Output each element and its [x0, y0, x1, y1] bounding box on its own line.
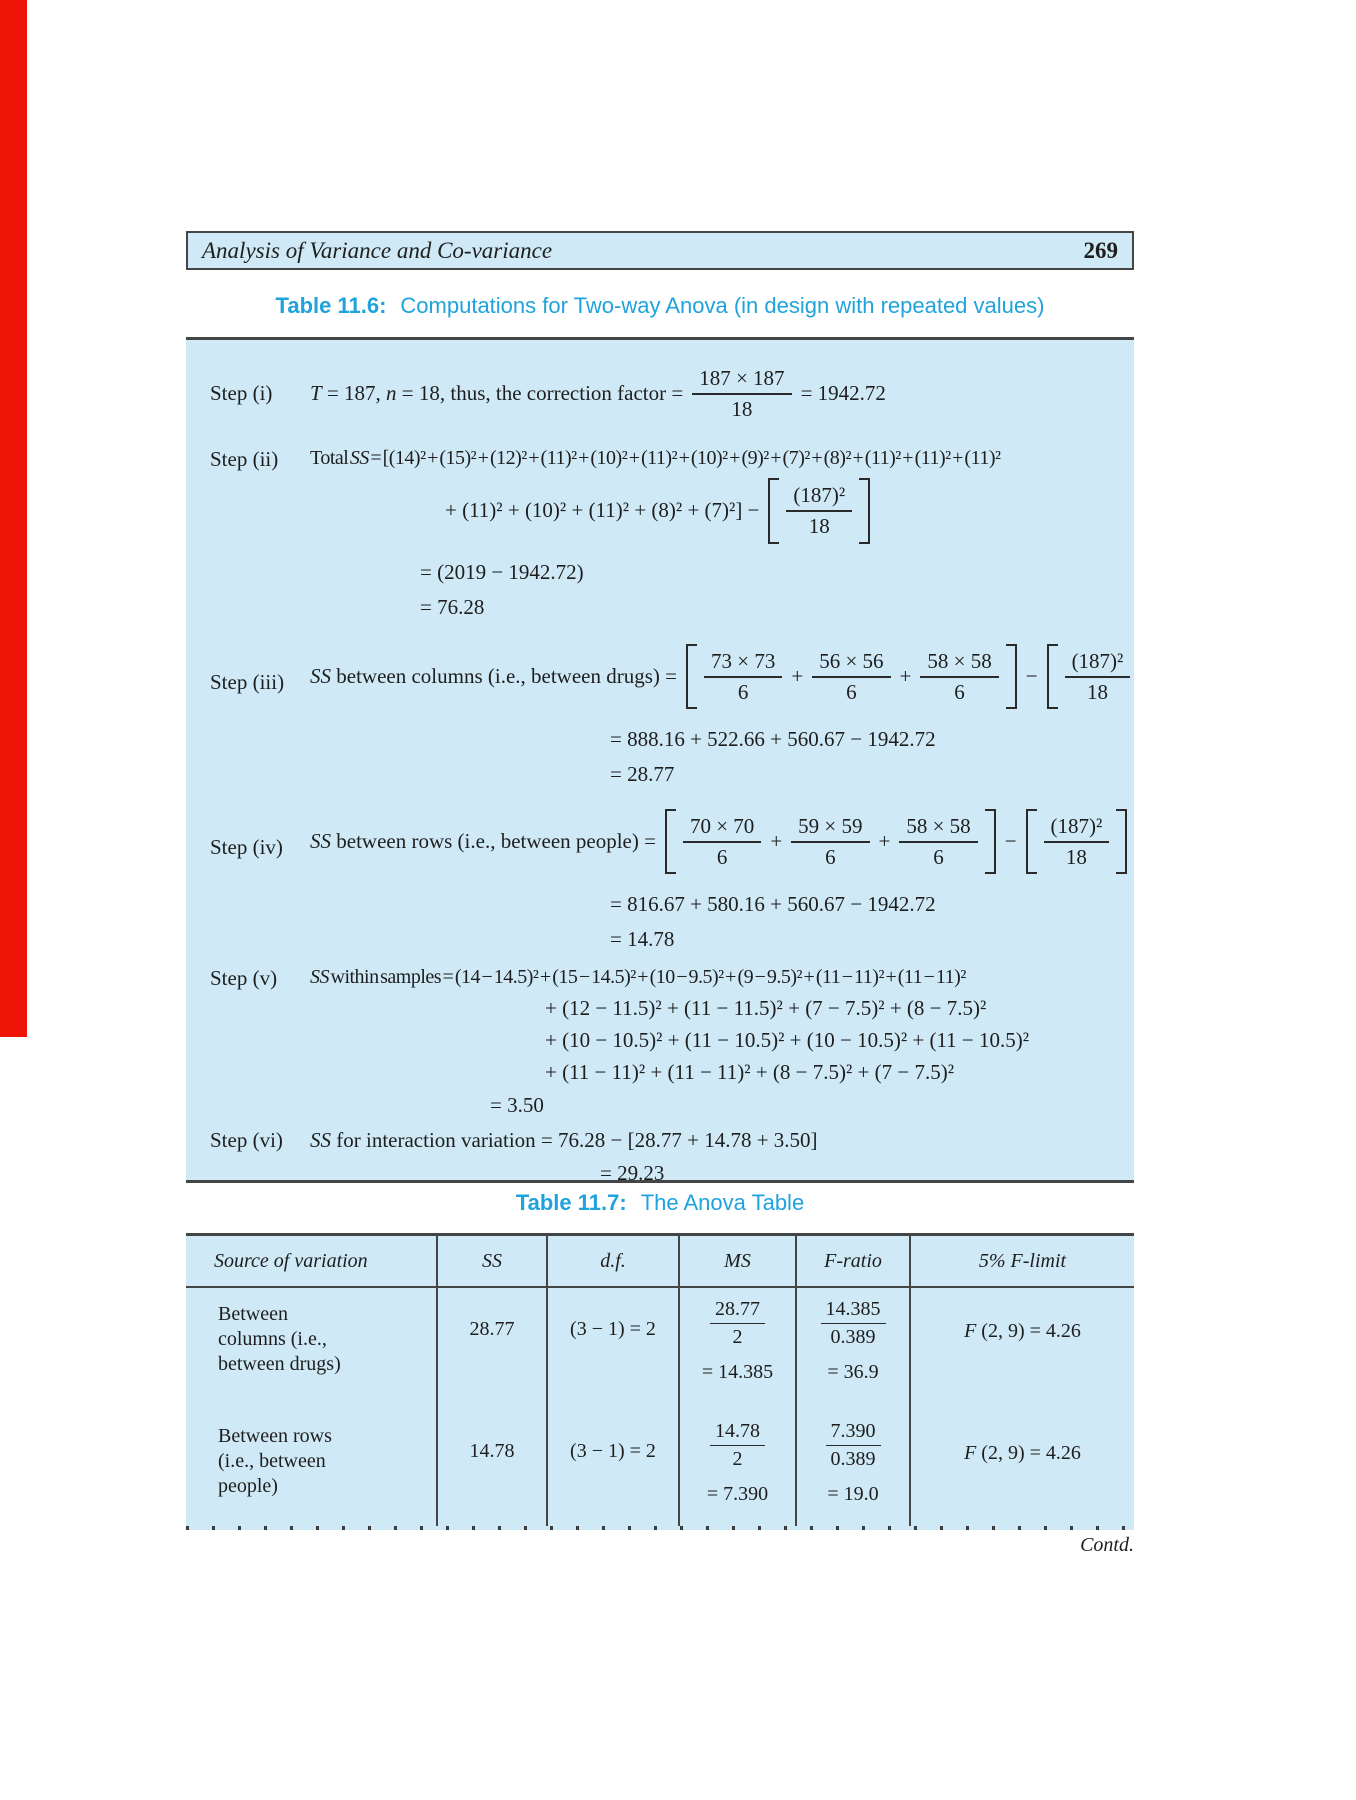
between-rows-bracket: 70 × 70 6 + 59 × 59 6 + 58 × 58 6: [664, 808, 996, 875]
step-i: Step (i) T = 187, n = 18, thus, the corr…: [210, 366, 1124, 421]
table-11-7-caption: Table 11.7: The Anova Table: [186, 1190, 1134, 1216]
right-bracket: [859, 478, 871, 544]
header-df: d.f.: [548, 1236, 680, 1286]
table-11-6-label: Table 11.6:: [275, 293, 387, 318]
ms-cell: 28.77 2 = 14.385: [680, 1288, 797, 1410]
step-iv-equation: SS between rows (i.e., between people) =…: [310, 808, 1128, 875]
left-bracket: [1046, 643, 1058, 709]
df-cell: (3 − 1) = 2: [548, 1288, 680, 1410]
step-i-result: = 1942.72: [800, 381, 886, 406]
source-cell: Between columns (i.e., between drugs): [186, 1288, 438, 1410]
step-ii-line3: = (2019 − 1942.72): [420, 559, 584, 584]
anova-table-header: Source of variation SS d.f. MS F-ratio 5…: [186, 1236, 1134, 1288]
step-ii-label: Step (ii): [210, 447, 279, 472]
right-bracket: [984, 808, 996, 875]
var-n: n: [386, 381, 397, 406]
anova-row-between-rows: Between rows (i.e., between people) 14.7…: [186, 1410, 1134, 1526]
header-ms: MS: [680, 1236, 797, 1286]
ms-result: = 14.385: [701, 1361, 774, 1383]
step-vi: Step (vi) SS for interaction variation =…: [210, 1128, 1124, 1183]
step-ii: Step (ii) Total SS = [(14)² + (15)² + (1…: [210, 447, 1124, 619]
header-f-ratio: F-ratio: [797, 1236, 911, 1286]
step-v-line4: + (11 − 11)² + (11 − 11)² + (8 − 7.5)² +…: [545, 1060, 955, 1085]
step-iv: Step (iv) SS between rows (i.e., between…: [210, 808, 1128, 952]
step-iv-label: Step (iv): [210, 834, 283, 859]
table-11-6-title: Computations for Two-way Anova (in desig…: [400, 293, 1045, 318]
step-i-equation: T = 187, n = 18, thus, the correction fa…: [310, 366, 886, 422]
right-bracket: [1116, 808, 1128, 875]
step-v-label: Step (v): [210, 966, 278, 991]
var-T: T: [310, 381, 322, 406]
step-iii: Step (iii) SS between columns (i.e., bet…: [210, 643, 1131, 787]
ss-cell: 28.77: [438, 1288, 548, 1410]
correction-term-bracket: (187)² 18: [1025, 808, 1128, 875]
step-vi-result: = 29.23: [600, 1161, 665, 1183]
table-11-6-panel: Step (i) T = 187, n = 18, thus, the corr…: [186, 337, 1134, 1183]
between-columns-bracket: 73 × 73 6 + 56 × 56 6 + 58 × 58 6: [686, 643, 1017, 709]
step-iii-equation: SS between columns (i.e., between drugs)…: [310, 643, 1131, 709]
ms-result: = 7.390: [706, 1483, 769, 1505]
df-cell: (3 − 1) = 2: [548, 1410, 680, 1526]
correction-term-bracket: (187)² 18: [768, 478, 871, 544]
step-vi-label: Step (vi): [210, 1128, 283, 1153]
table-11-7-title: The Anova Table: [640, 1190, 805, 1215]
anova-row-between-columns: Between columns (i.e., between drugs) 28…: [186, 1288, 1134, 1410]
table-continuation-dotted-edge: [186, 1526, 1134, 1530]
header-source-of-variation: Source of variation: [186, 1236, 438, 1286]
anova-table: Source of variation SS d.f. MS F-ratio 5…: [186, 1233, 1134, 1530]
correction-factor-fraction: 187 × 187 18: [692, 366, 792, 421]
page-number: 269: [1083, 237, 1119, 263]
left-bracket: [768, 478, 780, 544]
step-v-line1: SS within samples = (14 − 14.5)² + (15 −…: [310, 966, 966, 989]
table-11-7-label: Table 11.7:: [515, 1190, 627, 1215]
right-bracket: [1005, 643, 1017, 709]
step-ii-line2: + (11)² + (10)² + (11)² + (8)² + (7)²] −…: [445, 478, 1124, 544]
step-iii-result2: = 28.77: [610, 761, 675, 786]
f-ratio-result: = 36.9: [827, 1361, 879, 1383]
left-bracket: [664, 808, 676, 875]
step-i-label: Step (i): [210, 381, 273, 406]
step-vi-line1: SS for interaction variation = 76.28 − […: [310, 1128, 818, 1153]
header-f-limit: 5% F-limit: [978, 1249, 1067, 1272]
f-limit-cell: F (2, 9) = 4.26: [964, 1320, 1081, 1342]
f-ratio-cell: 14.385 0.389 = 36.9: [797, 1288, 911, 1410]
step-iii-result1: = 888.16 + 522.66 + 560.67 − 1942.72: [610, 726, 936, 751]
step-iv-result2: = 14.78: [610, 927, 675, 952]
left-bracket: [686, 643, 697, 709]
ms-cell: 14.78 2 = 7.390: [680, 1410, 797, 1526]
step-v-line3: + (10 − 10.5)² + (11 − 10.5)² + (10 − 10…: [545, 1028, 1030, 1053]
book-edge-stripe: [0, 0, 27, 1037]
source-cell: Between rows (i.e., between people): [186, 1410, 438, 1526]
continued-marker: Contd.: [1080, 1534, 1134, 1556]
table-11-6-caption: Table 11.6: Computations for Two-way Anov…: [186, 293, 1134, 319]
step-v: Step (v) SS within samples = (14 − 14.5)…: [210, 966, 1124, 1118]
left-bracket: [1025, 808, 1037, 875]
step-ii-line1: Total SS = [(14)² + (15)² + (12)² + (11)…: [310, 447, 1001, 470]
running-header: Analysis of Variance and Co-variance 269: [186, 231, 1134, 270]
step-v-result: = 3.50: [490, 1093, 544, 1118]
ss-cell: 14.78: [438, 1410, 548, 1526]
f-ratio-result: = 19.0: [827, 1483, 879, 1505]
step-v-line2: + (12 − 11.5)² + (11 − 11.5)² + (7 − 7.5…: [545, 996, 987, 1021]
f-limit-cell: F (2, 9) = 4.26: [964, 1442, 1081, 1464]
step-ii-line4: = 76.28: [420, 594, 485, 619]
f-ratio-cell: 7.390 0.389 = 19.0: [797, 1410, 911, 1526]
chapter-title: Analysis of Variance and Co-variance: [202, 237, 553, 263]
step-iii-label: Step (iii): [210, 669, 285, 694]
correction-term-bracket: (187)² 18: [1046, 643, 1134, 709]
step-iv-result1: = 816.67 + 580.16 + 560.67 − 1942.72: [610, 892, 936, 917]
header-ss: SS: [438, 1236, 548, 1286]
